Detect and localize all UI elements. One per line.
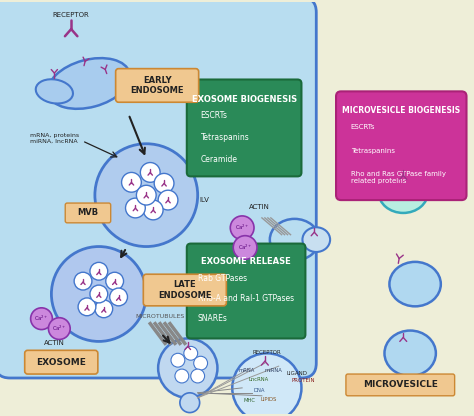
Circle shape: [154, 173, 174, 193]
FancyBboxPatch shape: [346, 374, 455, 396]
Circle shape: [140, 163, 160, 182]
FancyBboxPatch shape: [143, 274, 226, 306]
Ellipse shape: [390, 262, 441, 306]
FancyBboxPatch shape: [187, 79, 301, 176]
Text: Rho and Ras GTPase family
related proteins: Rho and Ras GTPase family related protei…: [351, 171, 446, 184]
Circle shape: [95, 300, 113, 318]
Circle shape: [175, 369, 189, 383]
FancyBboxPatch shape: [25, 350, 98, 374]
Ellipse shape: [302, 227, 330, 252]
FancyBboxPatch shape: [336, 92, 466, 200]
Text: EARLY
ENDOSOME: EARLY ENDOSOME: [130, 76, 184, 95]
Circle shape: [158, 190, 178, 210]
Text: RECEPTOR: RECEPTOR: [253, 350, 281, 355]
Circle shape: [191, 369, 205, 383]
Circle shape: [194, 356, 208, 370]
Ellipse shape: [384, 331, 436, 376]
Text: MVB: MVB: [77, 208, 99, 218]
Text: MHC: MHC: [243, 398, 255, 403]
Circle shape: [48, 318, 70, 339]
Text: EXOSOME: EXOSOME: [36, 358, 86, 366]
Circle shape: [109, 288, 128, 306]
Text: LncRNA: LncRNA: [249, 377, 269, 382]
Text: RECEPTOR: RECEPTOR: [53, 12, 90, 18]
Ellipse shape: [379, 171, 428, 213]
Text: ESCRTs: ESCRTs: [201, 111, 228, 120]
Circle shape: [232, 353, 301, 416]
Circle shape: [90, 262, 108, 280]
FancyBboxPatch shape: [0, 0, 316, 378]
Circle shape: [74, 272, 92, 290]
Text: MICROVESICLE BIOGENESIS: MICROVESICLE BIOGENESIS: [342, 106, 460, 115]
Text: Tetraspanins: Tetraspanins: [201, 133, 249, 142]
Circle shape: [137, 185, 156, 205]
Text: Ceramide: Ceramide: [201, 155, 237, 163]
Text: PROTEIN: PROTEIN: [292, 379, 315, 384]
Circle shape: [90, 285, 108, 303]
Circle shape: [121, 172, 141, 192]
Text: Ca$^{2+}$: Ca$^{2+}$: [235, 223, 249, 233]
Text: SNAREs: SNAREs: [198, 314, 228, 323]
FancyBboxPatch shape: [65, 203, 111, 223]
Text: EXOSOME RELEASE: EXOSOME RELEASE: [201, 258, 291, 266]
Circle shape: [233, 236, 257, 260]
Circle shape: [31, 308, 53, 329]
Text: MICROVESICLE: MICROVESICLE: [363, 380, 438, 389]
Circle shape: [230, 216, 254, 240]
Text: Ca$^{2+}$: Ca$^{2+}$: [34, 314, 49, 323]
Text: Ca$^{2+}$: Ca$^{2+}$: [52, 324, 67, 333]
Text: Ca$^{2+}$: Ca$^{2+}$: [238, 243, 253, 252]
Circle shape: [180, 393, 200, 413]
Text: LIGAND: LIGAND: [287, 371, 308, 376]
Text: EXOSOME BIOGENESIS: EXOSOME BIOGENESIS: [191, 95, 297, 104]
Ellipse shape: [36, 79, 73, 104]
Circle shape: [184, 347, 198, 360]
FancyBboxPatch shape: [187, 244, 305, 339]
Text: LATE
ENDOSOME: LATE ENDOSOME: [158, 280, 211, 300]
Circle shape: [95, 144, 198, 247]
Text: ESCRTs: ESCRTs: [351, 124, 375, 130]
Circle shape: [171, 353, 185, 367]
Text: ACTIN: ACTIN: [44, 340, 65, 347]
Circle shape: [78, 298, 96, 316]
Ellipse shape: [48, 58, 130, 109]
Text: DNA: DNA: [253, 389, 264, 394]
Text: Rho-A and Ral-1 GTPases: Rho-A and Ral-1 GTPases: [198, 294, 294, 303]
Circle shape: [158, 339, 218, 398]
Text: Tetraspanins: Tetraspanins: [351, 148, 395, 154]
FancyBboxPatch shape: [116, 69, 199, 102]
Text: ILV: ILV: [200, 197, 210, 203]
Text: mRNA: mRNA: [238, 368, 255, 373]
Circle shape: [143, 200, 163, 220]
Text: MICROTUBULES: MICROTUBULES: [136, 314, 185, 319]
Circle shape: [51, 247, 146, 342]
Text: miRNA: miRNA: [265, 368, 283, 373]
Text: LIPIDS: LIPIDS: [261, 397, 277, 402]
Circle shape: [106, 272, 124, 290]
Text: mRNA, proteins
miRNA, lncRNA: mRNA, proteins miRNA, lncRNA: [30, 134, 79, 144]
Text: ACTIN: ACTIN: [248, 204, 269, 210]
Text: Rab GTPases: Rab GTPases: [198, 274, 247, 283]
Ellipse shape: [270, 219, 319, 260]
Circle shape: [126, 198, 146, 218]
